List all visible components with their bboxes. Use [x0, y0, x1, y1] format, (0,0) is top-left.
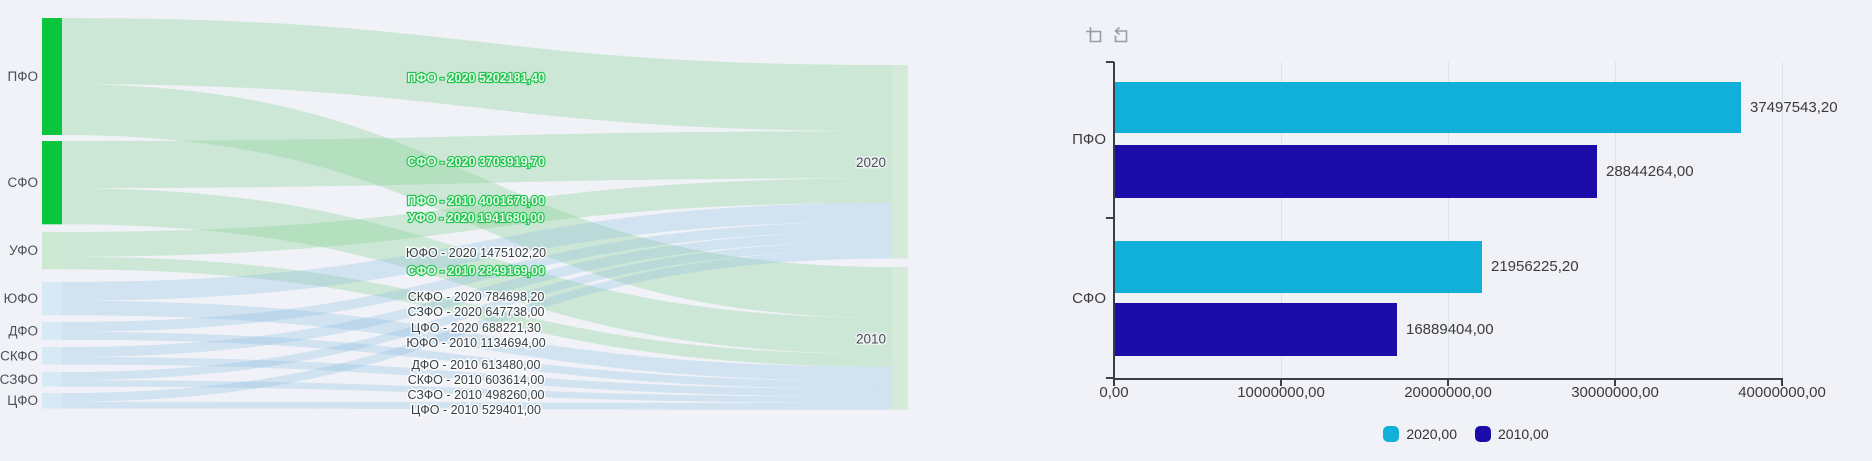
- sankey-flow-15[interactable]: [62, 401, 892, 410]
- gridline: [1615, 62, 1616, 378]
- sankey-flow-label: СЗФО - 2010 498260,00: [408, 388, 545, 402]
- zoom-selection-icon[interactable]: [1085, 26, 1105, 46]
- sankey-node-label: ДФО: [8, 323, 38, 338]
- chart-toolbar: [1085, 26, 1131, 46]
- bar-chart: 37497543,20 28844264,00 21956225,20 1688940…: [1060, 0, 1872, 461]
- bar-plot-area: 37497543,20 28844264,00 21956225,20 1688940…: [1115, 62, 1838, 378]
- sankey-flow-2[interactable]: [62, 131, 892, 189]
- bar-value-label: 37497543,20: [1750, 98, 1838, 116]
- sankey-flow-label: ЦФО - 2020 688221,30: [411, 321, 541, 335]
- sankey-node-label: ПФО: [8, 69, 38, 84]
- sankey-flow-label: ЮФО - 2010 1134694,00: [406, 336, 545, 350]
- sankey-node-left-2[interactable]: [42, 232, 62, 270]
- sankey-flow-label: СФО - 2020 3703919,70: [407, 155, 545, 169]
- sankey-node-label: ЮФО: [4, 291, 38, 306]
- sankey-node-left-5[interactable]: [42, 347, 62, 365]
- legend-label: 2020,00: [1406, 426, 1457, 442]
- sankey-flow-13[interactable]: [62, 380, 892, 403]
- sankey-flow-12[interactable]: [62, 241, 892, 381]
- category-label: СФО: [1072, 290, 1106, 307]
- x-tick-mark: [1781, 380, 1783, 386]
- sankey-node-left-1[interactable]: [42, 141, 62, 225]
- sankey-node-label: СФО: [7, 175, 38, 190]
- bar-1-1[interactable]: [1115, 303, 1397, 356]
- sankey-flow-label: ДФО - 2010 613480,00: [412, 358, 541, 372]
- sankey-node-label: СЗФО: [0, 372, 38, 387]
- bar-value-label: 21956225,20: [1491, 258, 1579, 275]
- sankey-target-label: 2020: [856, 155, 886, 170]
- sankey-target-label: 2010: [856, 331, 886, 346]
- sankey-flow-8[interactable]: [62, 221, 892, 332]
- sankey-node-left-6[interactable]: [42, 372, 62, 387]
- sankey-chart: ПФО СФО УФО ЮФО ДФО СКФО СЗФО ЦФО 2020 2010 ПФО - …: [0, 18, 908, 419]
- bar-value-label: 28844264,00: [1606, 162, 1694, 180]
- x-tick-label: 40000000,00: [1738, 384, 1826, 401]
- sankey-flow-5[interactable]: [62, 256, 892, 367]
- legend-label: 2010,00: [1498, 426, 1549, 442]
- sankey-node-right-1[interactable]: [892, 267, 908, 410]
- y-tick-mark: [1106, 61, 1114, 63]
- x-tick-mark: [1113, 380, 1115, 386]
- sankey-flow-9[interactable]: [62, 331, 892, 389]
- sankey-node-left-7[interactable]: [42, 393, 62, 409]
- bar-1-0[interactable]: [1115, 241, 1482, 293]
- sankey-flow-14[interactable]: [62, 249, 892, 402]
- category-label: ПФО: [1072, 131, 1106, 148]
- sankey-flow-label: ЮФО - 2020 1475102,20: [406, 246, 546, 260]
- sankey-flow-1[interactable]: [62, 84, 892, 318]
- sankey-flow-7[interactable]: [62, 300, 892, 382]
- sankey-flow-label: СКФО - 2020 784698,20: [408, 290, 545, 304]
- reset-zoom-icon[interactable]: [1111, 26, 1131, 46]
- sankey-flow-6[interactable]: [62, 202, 892, 301]
- sankey-node-label: СКФО: [0, 348, 38, 363]
- sankey-node-label: ЦФО: [7, 393, 38, 408]
- bar-0-0[interactable]: [1115, 82, 1741, 133]
- legend-marker: [1383, 426, 1400, 442]
- gridline: [1281, 62, 1282, 378]
- sankey-flow-label: СФО - 2010 2849169,00: [407, 264, 545, 278]
- sankey-flow-11[interactable]: [62, 357, 892, 397]
- sankey-node-left-3[interactable]: [42, 282, 62, 316]
- bar-value-label: 16889404,00: [1406, 320, 1494, 338]
- sankey-node-label: УФО: [9, 243, 38, 258]
- bar-0-1[interactable]: [1115, 145, 1597, 198]
- sankey-flow-4[interactable]: [62, 178, 892, 257]
- y-axis-line: [1113, 62, 1115, 380]
- sankey-flow-label: СЗФО - 2020 647738,00: [408, 305, 545, 319]
- sankey-flow-label: ПФО - 2020 5202181,40: [407, 71, 545, 85]
- x-tick-label: 30000000,00: [1571, 384, 1659, 401]
- sankey-flow-3[interactable]: [62, 188, 892, 355]
- gridline: [1448, 62, 1449, 378]
- y-tick-mark: [1106, 377, 1114, 379]
- x-tick-mark: [1280, 380, 1282, 386]
- x-tick-label: 20000000,00: [1404, 384, 1492, 401]
- legend-marker: [1475, 426, 1491, 442]
- sankey-flow-10[interactable]: [62, 231, 892, 357]
- sankey-flow-label: ПФО - 2010 4001678,00: [407, 194, 545, 208]
- x-tick-mark: [1447, 380, 1449, 386]
- sankey-flow-label: ЦФО - 2010 529401,00: [411, 403, 541, 417]
- sankey-node-right-0[interactable]: [892, 65, 908, 259]
- legend-item-0[interactable]: 2020,00: [1383, 426, 1457, 442]
- sankey-flow-label: СКФО - 2010 603614,00: [408, 373, 545, 387]
- x-tick-label: 0,00: [1099, 384, 1129, 401]
- sankey-flow-label: УФО - 2020 1941680,00: [408, 211, 544, 225]
- gridline: [1782, 62, 1783, 378]
- y-tick-mark: [1106, 217, 1114, 219]
- chart-legend: 2020,00 2010,00: [1060, 426, 1872, 442]
- sankey-node-left-0[interactable]: [42, 18, 62, 135]
- sankey-node-left-4[interactable]: [42, 322, 62, 340]
- x-tick-label: 10000000,00: [1237, 384, 1325, 401]
- x-tick-mark: [1614, 380, 1616, 386]
- legend-item-1[interactable]: 2010,00: [1475, 426, 1549, 442]
- sankey-flow-0[interactable]: [62, 18, 892, 132]
- x-axis-line: [1113, 378, 1783, 380]
